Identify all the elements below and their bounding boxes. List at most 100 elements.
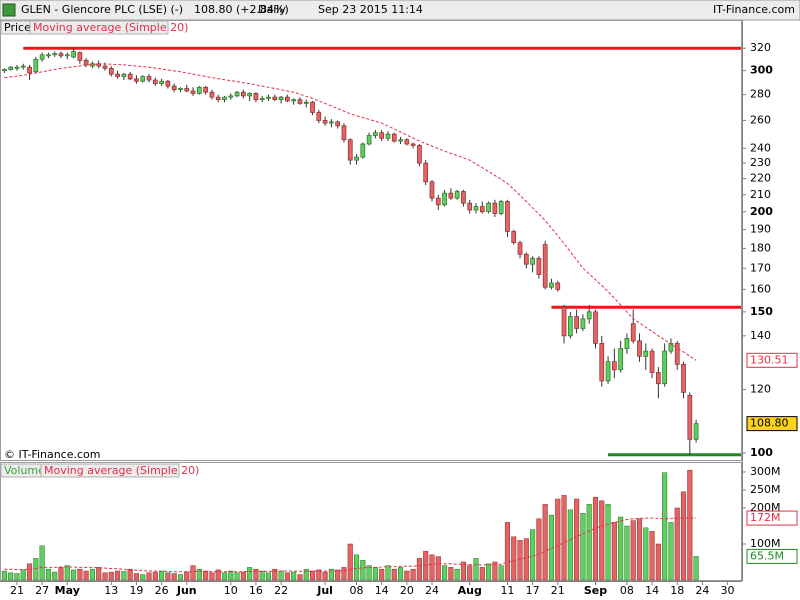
volume-bar bbox=[605, 504, 611, 581]
candle-body bbox=[624, 338, 630, 349]
value-marker-label: 108.80 bbox=[750, 417, 789, 430]
volume-bar bbox=[272, 568, 278, 581]
volume-bar bbox=[504, 522, 511, 581]
candle-body bbox=[184, 88, 190, 92]
candle-body bbox=[316, 112, 322, 121]
price-panel bbox=[0, 20, 742, 461]
volume-bar bbox=[668, 522, 674, 581]
candle-body bbox=[347, 139, 353, 161]
candle-body bbox=[146, 76, 152, 81]
candle-body bbox=[599, 343, 605, 382]
x-tick-label: 19 bbox=[129, 584, 143, 597]
volume-bar bbox=[385, 565, 391, 581]
volume-bar bbox=[630, 520, 636, 581]
candle-body bbox=[373, 132, 378, 136]
candle-body bbox=[674, 343, 680, 365]
volume-bar bbox=[14, 573, 20, 581]
candle-body bbox=[272, 96, 278, 101]
candle-body bbox=[505, 201, 510, 232]
x-tick-label: 10 bbox=[224, 584, 238, 597]
y-tick-label: 260 bbox=[750, 113, 771, 126]
volume-bar bbox=[165, 572, 171, 581]
candle-body bbox=[649, 350, 655, 373]
volume-bar bbox=[146, 572, 152, 581]
candle-body bbox=[247, 93, 252, 97]
candle-body bbox=[549, 282, 554, 288]
y-tick-label: 180 bbox=[750, 241, 771, 254]
x-tick-label: 24 bbox=[695, 584, 709, 597]
candle-body bbox=[668, 343, 674, 352]
candle-body bbox=[152, 79, 158, 84]
volume-bar bbox=[253, 568, 259, 581]
candle-body bbox=[322, 120, 328, 124]
candle-body bbox=[52, 53, 58, 56]
y-tick-label: 100 bbox=[750, 446, 773, 459]
candle-body bbox=[479, 206, 485, 213]
candle-body bbox=[693, 423, 699, 440]
candle-body bbox=[542, 244, 548, 288]
volume-bar bbox=[574, 498, 580, 581]
x-tick-label: 22 bbox=[274, 584, 288, 597]
candle-body bbox=[196, 86, 202, 94]
candle-body bbox=[241, 91, 246, 97]
volume-bar bbox=[127, 568, 133, 581]
volume-bar bbox=[20, 569, 26, 581]
volume-bar bbox=[655, 543, 661, 581]
volume-bar bbox=[209, 572, 215, 581]
x-tick-label: Aug bbox=[458, 584, 482, 597]
candle-body bbox=[385, 133, 391, 139]
volume-bar bbox=[140, 574, 146, 581]
volume-bar bbox=[221, 572, 228, 581]
candle-body bbox=[605, 361, 611, 382]
candle-body bbox=[46, 54, 51, 57]
volume-bar bbox=[416, 558, 422, 581]
candle-body bbox=[354, 156, 359, 161]
volume-bar bbox=[303, 568, 309, 581]
x-tick-label: 30 bbox=[721, 584, 735, 597]
candle-body bbox=[423, 162, 429, 183]
volume-bar bbox=[96, 567, 102, 581]
candle-body bbox=[561, 306, 567, 337]
legend-price: Price bbox=[4, 21, 31, 34]
volume-bar bbox=[423, 550, 429, 581]
legend-box bbox=[29, 20, 169, 35]
candle-body bbox=[574, 316, 579, 329]
volume-bar bbox=[680, 491, 687, 581]
candle-body bbox=[555, 282, 561, 290]
y-tick-label: 230 bbox=[750, 156, 771, 169]
volume-bar bbox=[108, 571, 114, 581]
volume-bar bbox=[133, 573, 140, 581]
volume-bar bbox=[454, 568, 460, 581]
candle-body bbox=[203, 86, 208, 93]
candle-body bbox=[39, 54, 45, 60]
candle-body bbox=[2, 69, 7, 71]
volume-bar bbox=[460, 561, 466, 581]
volume-bar bbox=[530, 529, 536, 581]
volume-bar bbox=[391, 568, 397, 581]
volume-bar bbox=[360, 559, 366, 581]
candle-body bbox=[234, 91, 240, 97]
volume-bar bbox=[442, 565, 448, 581]
symbol: GLEN - Glencore PLC (LSE) (-) bbox=[21, 3, 183, 16]
y-tick-label: 300 bbox=[750, 64, 773, 77]
volume-bar bbox=[624, 525, 630, 581]
volume-bar bbox=[64, 565, 70, 581]
candle-body bbox=[461, 191, 466, 204]
candle-body bbox=[71, 51, 76, 58]
candle-body bbox=[417, 145, 422, 164]
value-marker bbox=[746, 548, 798, 564]
candle-body bbox=[329, 121, 334, 124]
volume-bar bbox=[328, 568, 334, 581]
volume-bar bbox=[39, 545, 45, 581]
candle-body bbox=[391, 133, 397, 142]
value-marker-label: 65.5M bbox=[750, 549, 784, 562]
candle-body bbox=[435, 197, 441, 206]
volume-bar bbox=[517, 540, 523, 581]
x-tick-label: 11 bbox=[500, 584, 514, 597]
candle-body bbox=[14, 66, 20, 69]
y-tick-label: 300M bbox=[750, 465, 781, 478]
candle-body bbox=[178, 88, 183, 91]
volume-bar bbox=[89, 568, 95, 581]
